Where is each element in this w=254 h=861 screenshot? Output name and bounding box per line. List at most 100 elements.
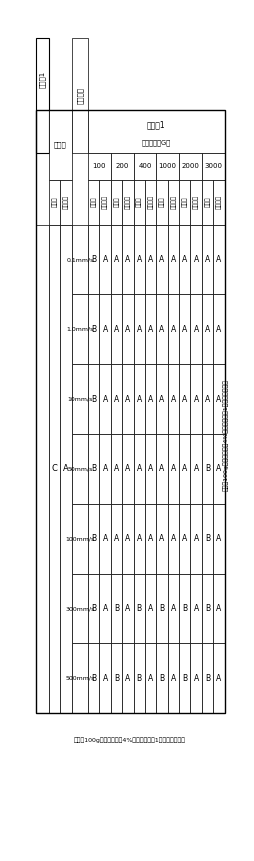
Bar [179, 180, 190, 225]
Bar [179, 504, 190, 573]
Text: A: A [137, 464, 142, 474]
Text: A: A [216, 464, 221, 474]
Bar [134, 180, 145, 225]
Text: 无脱磁: 无脱磁 [54, 141, 67, 148]
Text: 连接电阻: 连接电阻 [193, 195, 199, 209]
Bar [168, 225, 179, 294]
Bar [190, 225, 202, 294]
Bar [156, 294, 168, 364]
Text: A: A [194, 394, 199, 404]
Text: A: A [148, 394, 153, 404]
Text: B: B [91, 534, 96, 543]
Bar [99, 180, 111, 225]
Text: 绝缘性: 绝缘性 [136, 197, 142, 208]
Text: 比较例1: 比较例1 [39, 71, 46, 88]
Bar [213, 643, 225, 713]
Bar [88, 504, 99, 573]
Text: 连接电阻: 连接电阻 [125, 195, 131, 209]
Text: A: A [182, 534, 187, 543]
Bar [111, 434, 122, 504]
Text: A: A [102, 534, 108, 543]
Text: 绝缘性: 绝缘性 [205, 197, 210, 208]
Text: A: A [194, 604, 199, 613]
Text: 1000: 1000 [159, 164, 177, 170]
Text: 0.1mm/s: 0.1mm/s [66, 257, 94, 262]
Bar [202, 504, 213, 573]
Bar [72, 573, 88, 643]
Bar [190, 573, 202, 643]
Bar [111, 364, 122, 434]
Text: B: B [114, 674, 119, 683]
Text: 200: 200 [116, 164, 129, 170]
Text: A: A [194, 674, 199, 683]
Bar [36, 39, 49, 153]
Text: B: B [91, 325, 96, 334]
Text: A: A [182, 394, 187, 404]
Bar [145, 294, 156, 364]
Bar [134, 364, 145, 434]
Text: A: A [205, 255, 210, 264]
Text: A: A [160, 464, 165, 474]
Bar [99, 434, 111, 504]
Text: 连接电阻: 连接电阻 [171, 195, 176, 209]
Bar [99, 225, 111, 294]
Bar [179, 434, 190, 504]
Text: 10mm/s: 10mm/s [67, 397, 93, 401]
Bar [72, 434, 88, 504]
Text: 绝缘性: 绝缘性 [91, 197, 97, 208]
Text: A: A [182, 255, 187, 264]
Bar [168, 364, 179, 434]
Text: A: A [171, 534, 176, 543]
Text: 绝缘性: 绝缘性 [182, 197, 188, 208]
Bar [190, 504, 202, 573]
Bar [190, 180, 202, 225]
Bar [213, 225, 225, 294]
Text: B: B [205, 674, 210, 683]
Bar [156, 504, 168, 573]
Text: A: A [216, 534, 221, 543]
Text: A: A [171, 394, 176, 404]
Text: A: A [137, 325, 142, 334]
Bar [179, 225, 190, 294]
Text: A: A [137, 534, 142, 543]
Bar [168, 573, 179, 643]
Text: 500mm/s: 500mm/s [65, 676, 94, 681]
Text: 连接电阻: 连接电阻 [102, 195, 108, 209]
Text: B: B [205, 464, 210, 474]
Bar [179, 294, 190, 364]
Text: A: A [171, 604, 176, 613]
Text: A: A [171, 255, 176, 264]
Text: 2000: 2000 [182, 164, 199, 170]
Bar [213, 180, 225, 225]
Text: A: A [63, 464, 69, 474]
Text: A: A [114, 394, 119, 404]
Bar [99, 364, 111, 434]
Text: 连接电阻: 连接电阻 [216, 195, 222, 209]
Bar [88, 434, 99, 504]
Text: A: A [125, 464, 131, 474]
Text: B: B [91, 674, 96, 683]
Bar [168, 294, 179, 364]
Bar [156, 643, 168, 713]
Text: A: A [102, 604, 108, 613]
Bar [134, 573, 145, 643]
Text: B: B [137, 604, 142, 613]
Text: A: A [160, 255, 165, 264]
Bar [202, 153, 225, 180]
Text: A: A [114, 464, 119, 474]
Text: A: A [102, 325, 108, 334]
Bar [202, 225, 213, 294]
Text: A: A [137, 394, 142, 404]
Bar [202, 294, 213, 364]
Text: A: A [160, 325, 165, 334]
Bar [213, 364, 225, 434]
Bar [122, 364, 134, 434]
Bar [88, 180, 99, 225]
Bar [145, 643, 156, 713]
Text: A: A [182, 464, 187, 474]
Text: 绝缘性: 绝缘性 [159, 197, 165, 208]
Text: 100: 100 [93, 164, 106, 170]
Bar [145, 434, 156, 504]
Bar [213, 573, 225, 643]
Bar [88, 573, 99, 643]
